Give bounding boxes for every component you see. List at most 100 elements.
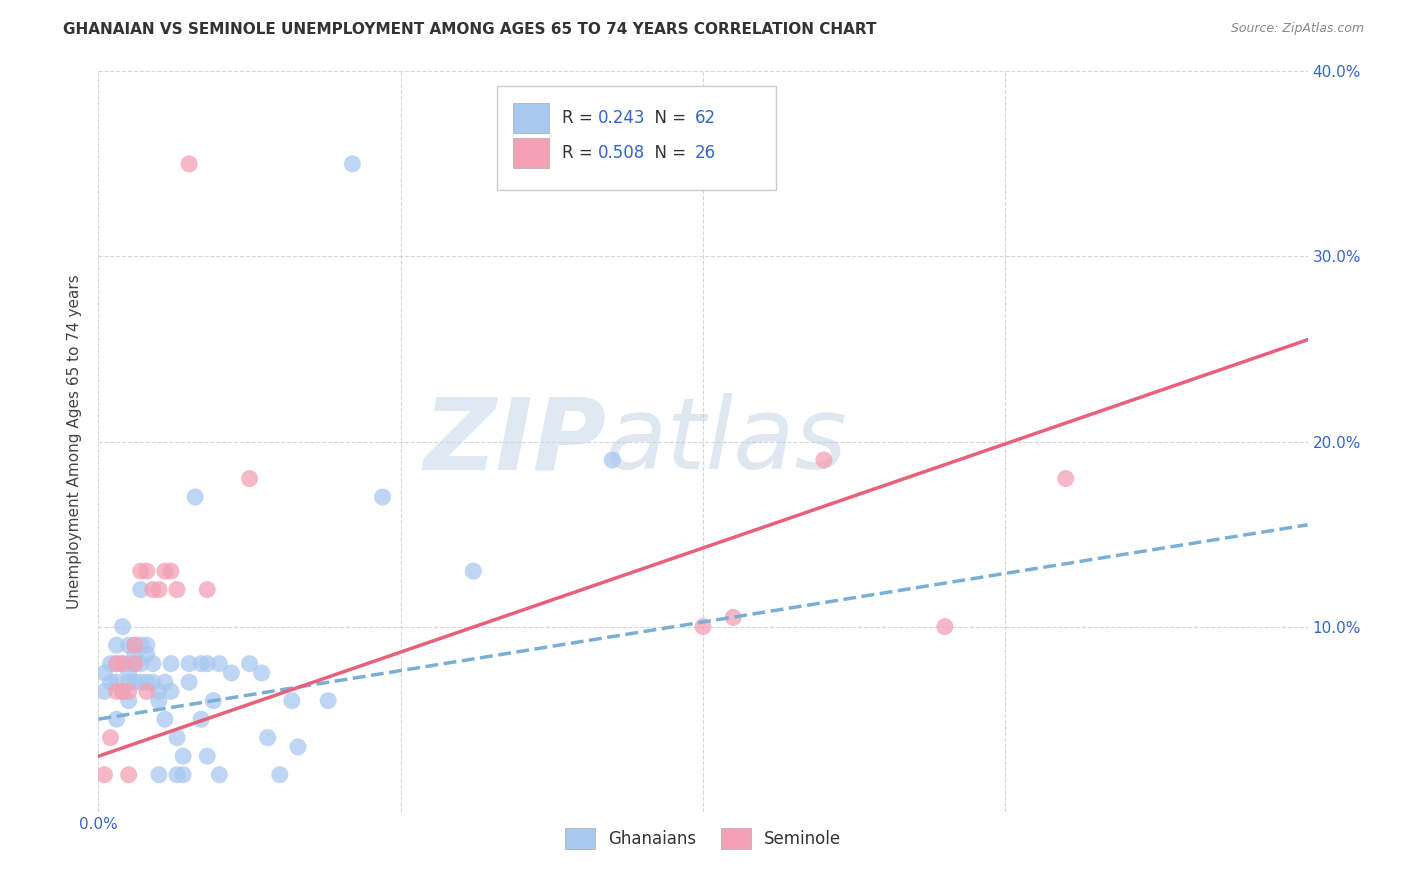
Point bbox=[195, 749, 218, 764]
Text: Source: ZipAtlas.com: Source: ZipAtlas.com bbox=[1230, 22, 1364, 36]
Point bbox=[316, 694, 339, 708]
Point bbox=[100, 731, 122, 745]
Point bbox=[208, 767, 231, 781]
Point bbox=[153, 712, 176, 726]
Point bbox=[129, 675, 152, 690]
Point bbox=[160, 657, 183, 671]
Point bbox=[129, 582, 152, 597]
Point bbox=[160, 684, 183, 698]
Point bbox=[124, 638, 146, 652]
Point bbox=[463, 564, 485, 578]
Point bbox=[105, 675, 128, 690]
Point bbox=[208, 657, 231, 671]
Point bbox=[118, 657, 141, 671]
Point bbox=[124, 675, 146, 690]
Point bbox=[111, 684, 134, 698]
Point bbox=[172, 749, 194, 764]
Point bbox=[124, 638, 146, 652]
Legend: Ghanaians, Seminole: Ghanaians, Seminole bbox=[558, 822, 848, 855]
FancyBboxPatch shape bbox=[513, 103, 550, 133]
Text: 62: 62 bbox=[695, 109, 716, 127]
Point bbox=[111, 657, 134, 671]
Point bbox=[221, 665, 243, 680]
Point bbox=[934, 619, 956, 633]
Text: GHANAIAN VS SEMINOLE UNEMPLOYMENT AMONG AGES 65 TO 74 YEARS CORRELATION CHART: GHANAIAN VS SEMINOLE UNEMPLOYMENT AMONG … bbox=[63, 22, 877, 37]
Point bbox=[602, 453, 624, 467]
Text: ZIP: ZIP bbox=[423, 393, 606, 490]
Point bbox=[202, 694, 225, 708]
Point bbox=[148, 767, 170, 781]
Point bbox=[105, 638, 128, 652]
Point bbox=[179, 657, 201, 671]
Point bbox=[256, 731, 278, 745]
Point bbox=[118, 767, 141, 781]
Point bbox=[142, 675, 165, 690]
Point bbox=[111, 657, 134, 671]
Point bbox=[342, 157, 364, 171]
Point bbox=[105, 712, 128, 726]
Point bbox=[179, 675, 201, 690]
Text: 0.508: 0.508 bbox=[598, 144, 645, 161]
Point bbox=[166, 731, 188, 745]
Text: N =: N = bbox=[644, 144, 692, 161]
Point bbox=[179, 157, 201, 171]
Point bbox=[129, 638, 152, 652]
Point bbox=[93, 684, 115, 698]
Point bbox=[118, 684, 141, 698]
Point bbox=[148, 684, 170, 698]
Point bbox=[135, 648, 157, 662]
Point bbox=[1054, 472, 1077, 486]
Point bbox=[250, 665, 273, 680]
Point bbox=[135, 684, 157, 698]
Point bbox=[129, 564, 152, 578]
Text: atlas: atlas bbox=[606, 393, 848, 490]
Text: 0.243: 0.243 bbox=[598, 109, 645, 127]
Point bbox=[135, 638, 157, 652]
Point bbox=[166, 767, 188, 781]
Point bbox=[142, 582, 165, 597]
Point bbox=[93, 665, 115, 680]
Point bbox=[371, 490, 394, 504]
Point bbox=[129, 657, 152, 671]
Point bbox=[190, 712, 212, 726]
Point bbox=[148, 582, 170, 597]
Point bbox=[195, 657, 218, 671]
Point bbox=[142, 657, 165, 671]
Point bbox=[118, 694, 141, 708]
Point bbox=[692, 619, 714, 633]
Point bbox=[239, 472, 262, 486]
Point bbox=[153, 675, 176, 690]
Point bbox=[153, 564, 176, 578]
Point bbox=[124, 657, 146, 671]
Text: 26: 26 bbox=[695, 144, 716, 161]
Point bbox=[148, 694, 170, 708]
Point bbox=[93, 767, 115, 781]
Point bbox=[118, 638, 141, 652]
Point bbox=[723, 610, 745, 624]
Text: R =: R = bbox=[561, 144, 598, 161]
Point bbox=[105, 657, 128, 671]
Point bbox=[166, 582, 188, 597]
Point bbox=[269, 767, 291, 781]
Point bbox=[124, 657, 146, 671]
Point bbox=[135, 675, 157, 690]
Point bbox=[160, 564, 183, 578]
Point bbox=[287, 739, 309, 754]
Point bbox=[190, 657, 212, 671]
Point bbox=[813, 453, 835, 467]
Point bbox=[105, 657, 128, 671]
Point bbox=[135, 564, 157, 578]
Point bbox=[111, 684, 134, 698]
Point bbox=[239, 657, 262, 671]
Point bbox=[100, 657, 122, 671]
Point bbox=[118, 675, 141, 690]
Point bbox=[100, 675, 122, 690]
Point bbox=[184, 490, 207, 504]
Point bbox=[105, 684, 128, 698]
Y-axis label: Unemployment Among Ages 65 to 74 years: Unemployment Among Ages 65 to 74 years bbox=[67, 274, 83, 609]
FancyBboxPatch shape bbox=[513, 138, 550, 168]
Point bbox=[118, 665, 141, 680]
Point bbox=[111, 619, 134, 633]
Text: N =: N = bbox=[644, 109, 692, 127]
FancyBboxPatch shape bbox=[498, 87, 776, 190]
